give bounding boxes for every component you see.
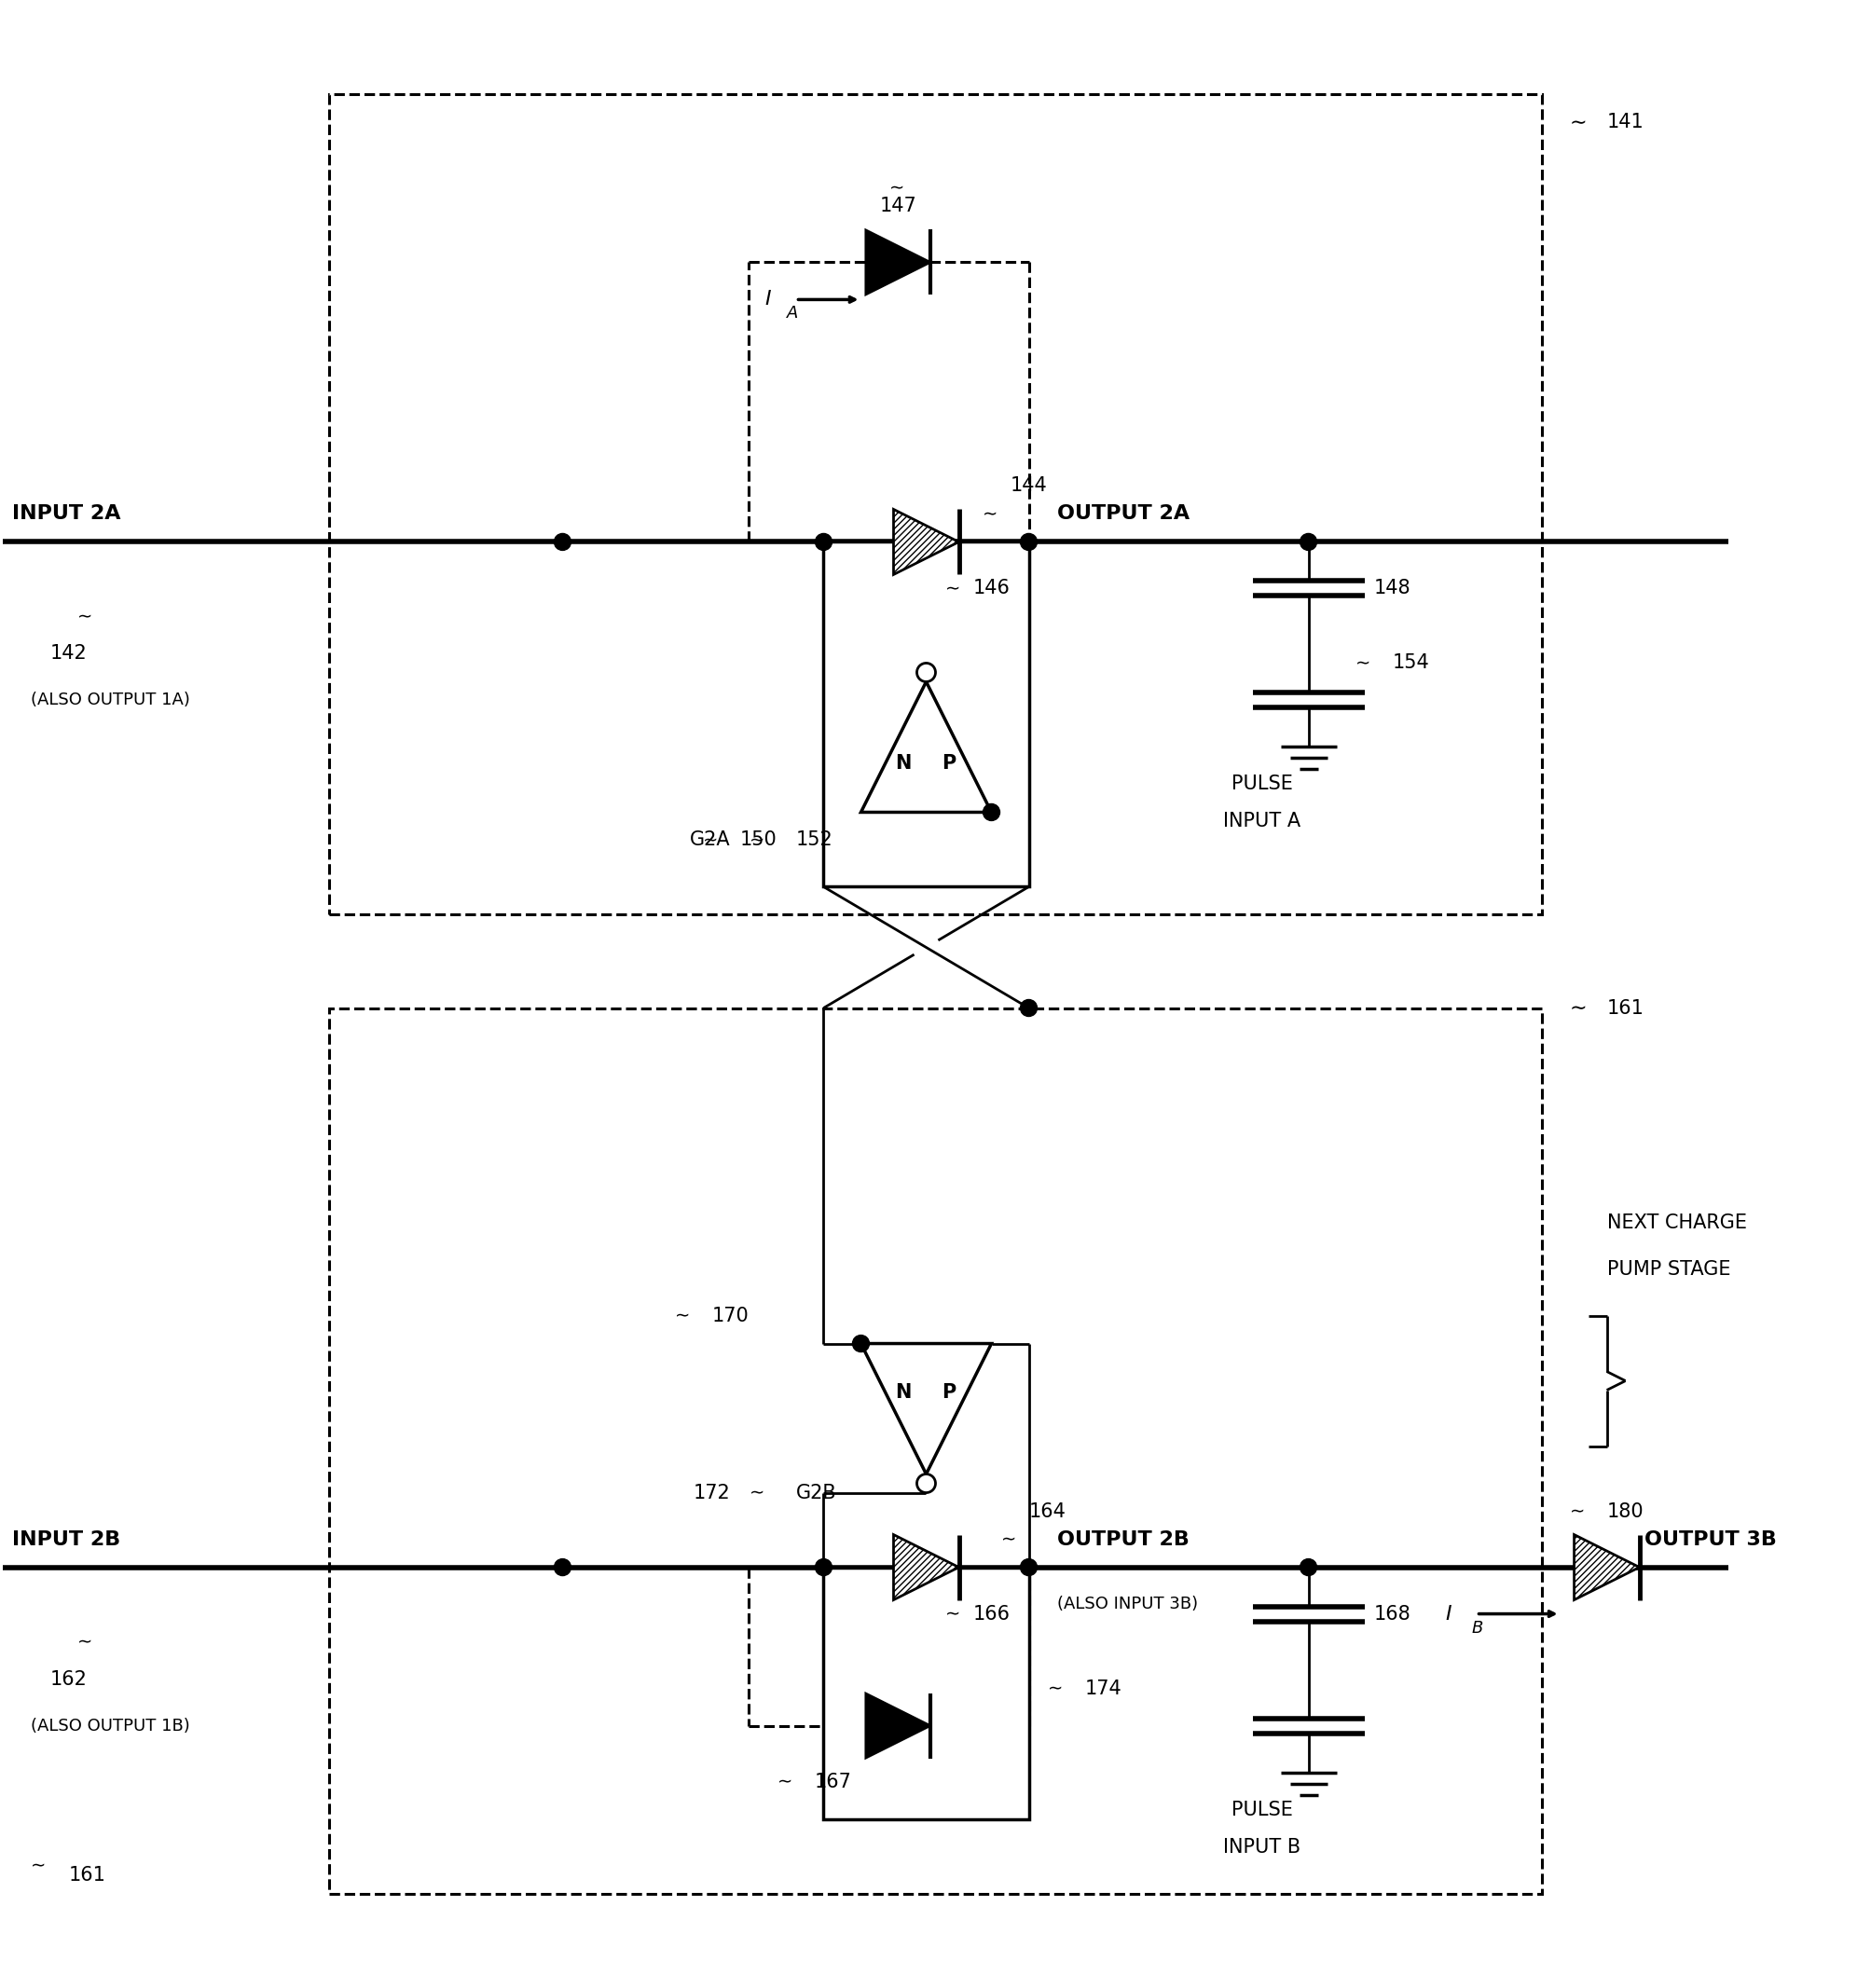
- Bar: [823, 543, 1029, 887]
- Text: NEXT CHARGE: NEXT CHARGE: [1607, 1213, 1748, 1233]
- Circle shape: [1300, 533, 1317, 551]
- Text: INPUT 2A: INPUT 2A: [13, 505, 122, 523]
- Text: ∼: ∼: [1048, 1680, 1063, 1698]
- Text: 164: 164: [1029, 1503, 1066, 1521]
- Text: OUTPUT 2B: OUTPUT 2B: [1057, 1531, 1188, 1549]
- Text: 154: 154: [1392, 654, 1429, 672]
- Polygon shape: [861, 1344, 992, 1473]
- Text: 144: 144: [1010, 477, 1048, 495]
- Circle shape: [1020, 1000, 1037, 1016]
- Polygon shape: [861, 682, 992, 813]
- Text: 161: 161: [1607, 998, 1645, 1018]
- Text: ∼: ∼: [32, 1857, 47, 1875]
- Circle shape: [1020, 1559, 1037, 1576]
- Polygon shape: [894, 509, 958, 575]
- Circle shape: [554, 533, 571, 551]
- Text: ∼: ∼: [1001, 1531, 1016, 1549]
- Text: I: I: [765, 290, 771, 308]
- Text: 172: 172: [694, 1483, 730, 1503]
- Circle shape: [816, 533, 833, 551]
- Polygon shape: [866, 1694, 932, 1757]
- Text: PULSE: PULSE: [1231, 1801, 1293, 1819]
- Text: (ALSO OUTPUT 1B): (ALSO OUTPUT 1B): [32, 1718, 191, 1734]
- Text: 161: 161: [69, 1865, 105, 1885]
- Text: 174: 174: [1085, 1680, 1123, 1698]
- Polygon shape: [866, 231, 932, 294]
- Text: 146: 146: [973, 579, 1010, 598]
- Text: (ALSO OUTPUT 1A): (ALSO OUTPUT 1A): [32, 692, 191, 710]
- Text: 162: 162: [51, 1670, 86, 1688]
- Circle shape: [554, 1559, 571, 1576]
- Text: N: N: [894, 753, 911, 773]
- Text: ∼: ∼: [1570, 998, 1587, 1018]
- Bar: [329, 95, 1542, 914]
- Text: ∼: ∼: [945, 1604, 960, 1622]
- Text: ∼: ∼: [889, 179, 904, 197]
- Bar: [329, 1008, 1542, 1893]
- Text: 147: 147: [879, 197, 917, 215]
- Text: 168: 168: [1373, 1604, 1411, 1622]
- Circle shape: [917, 664, 936, 682]
- Text: ∼: ∼: [945, 580, 960, 596]
- Circle shape: [816, 1559, 833, 1576]
- Text: ∼: ∼: [776, 1773, 791, 1791]
- Text: ∼: ∼: [1570, 113, 1587, 131]
- Text: (ALSO INPUT 3B): (ALSO INPUT 3B): [1057, 1594, 1197, 1612]
- Text: ∼: ∼: [79, 608, 94, 626]
- Bar: [823, 1567, 1029, 1819]
- Text: 148: 148: [1373, 579, 1411, 598]
- Text: 152: 152: [795, 831, 833, 849]
- Text: P: P: [941, 753, 956, 773]
- Text: OUTPUT 3B: OUTPUT 3B: [1645, 1531, 1776, 1549]
- Text: B: B: [1472, 1620, 1484, 1636]
- Text: I: I: [1444, 1604, 1452, 1622]
- Text: PULSE: PULSE: [1231, 775, 1293, 793]
- Circle shape: [982, 803, 999, 821]
- Text: INPUT B: INPUT B: [1224, 1837, 1300, 1857]
- Text: 150: 150: [739, 831, 776, 849]
- Text: 142: 142: [51, 644, 86, 664]
- Polygon shape: [1574, 1535, 1639, 1600]
- Circle shape: [1300, 1559, 1317, 1576]
- Text: ∼: ∼: [674, 1306, 690, 1324]
- Text: 166: 166: [973, 1604, 1010, 1622]
- Text: ∼: ∼: [748, 1483, 763, 1501]
- Circle shape: [853, 1336, 870, 1352]
- Circle shape: [1020, 533, 1037, 551]
- Text: ∼: ∼: [748, 831, 763, 849]
- Text: ∼: ∼: [1355, 654, 1370, 672]
- Text: N: N: [894, 1384, 911, 1402]
- Text: ∼: ∼: [79, 1632, 94, 1650]
- Text: PUMP STAGE: PUMP STAGE: [1607, 1260, 1731, 1278]
- Text: 141: 141: [1607, 113, 1645, 131]
- Text: ∼: ∼: [982, 505, 997, 523]
- Text: INPUT A: INPUT A: [1224, 813, 1300, 831]
- Text: P: P: [941, 1384, 956, 1402]
- Text: ∼: ∼: [1570, 1503, 1585, 1521]
- Polygon shape: [894, 1535, 958, 1600]
- Text: G2B: G2B: [795, 1483, 836, 1503]
- Text: 180: 180: [1607, 1503, 1645, 1521]
- Text: OUTPUT 2A: OUTPUT 2A: [1057, 505, 1190, 523]
- Text: ∼: ∼: [702, 831, 718, 849]
- Text: 170: 170: [711, 1306, 748, 1324]
- Text: G2A: G2A: [690, 831, 730, 849]
- Circle shape: [917, 1473, 936, 1493]
- Text: A: A: [786, 306, 797, 322]
- Text: 167: 167: [814, 1773, 851, 1791]
- Text: INPUT 2B: INPUT 2B: [13, 1531, 122, 1549]
